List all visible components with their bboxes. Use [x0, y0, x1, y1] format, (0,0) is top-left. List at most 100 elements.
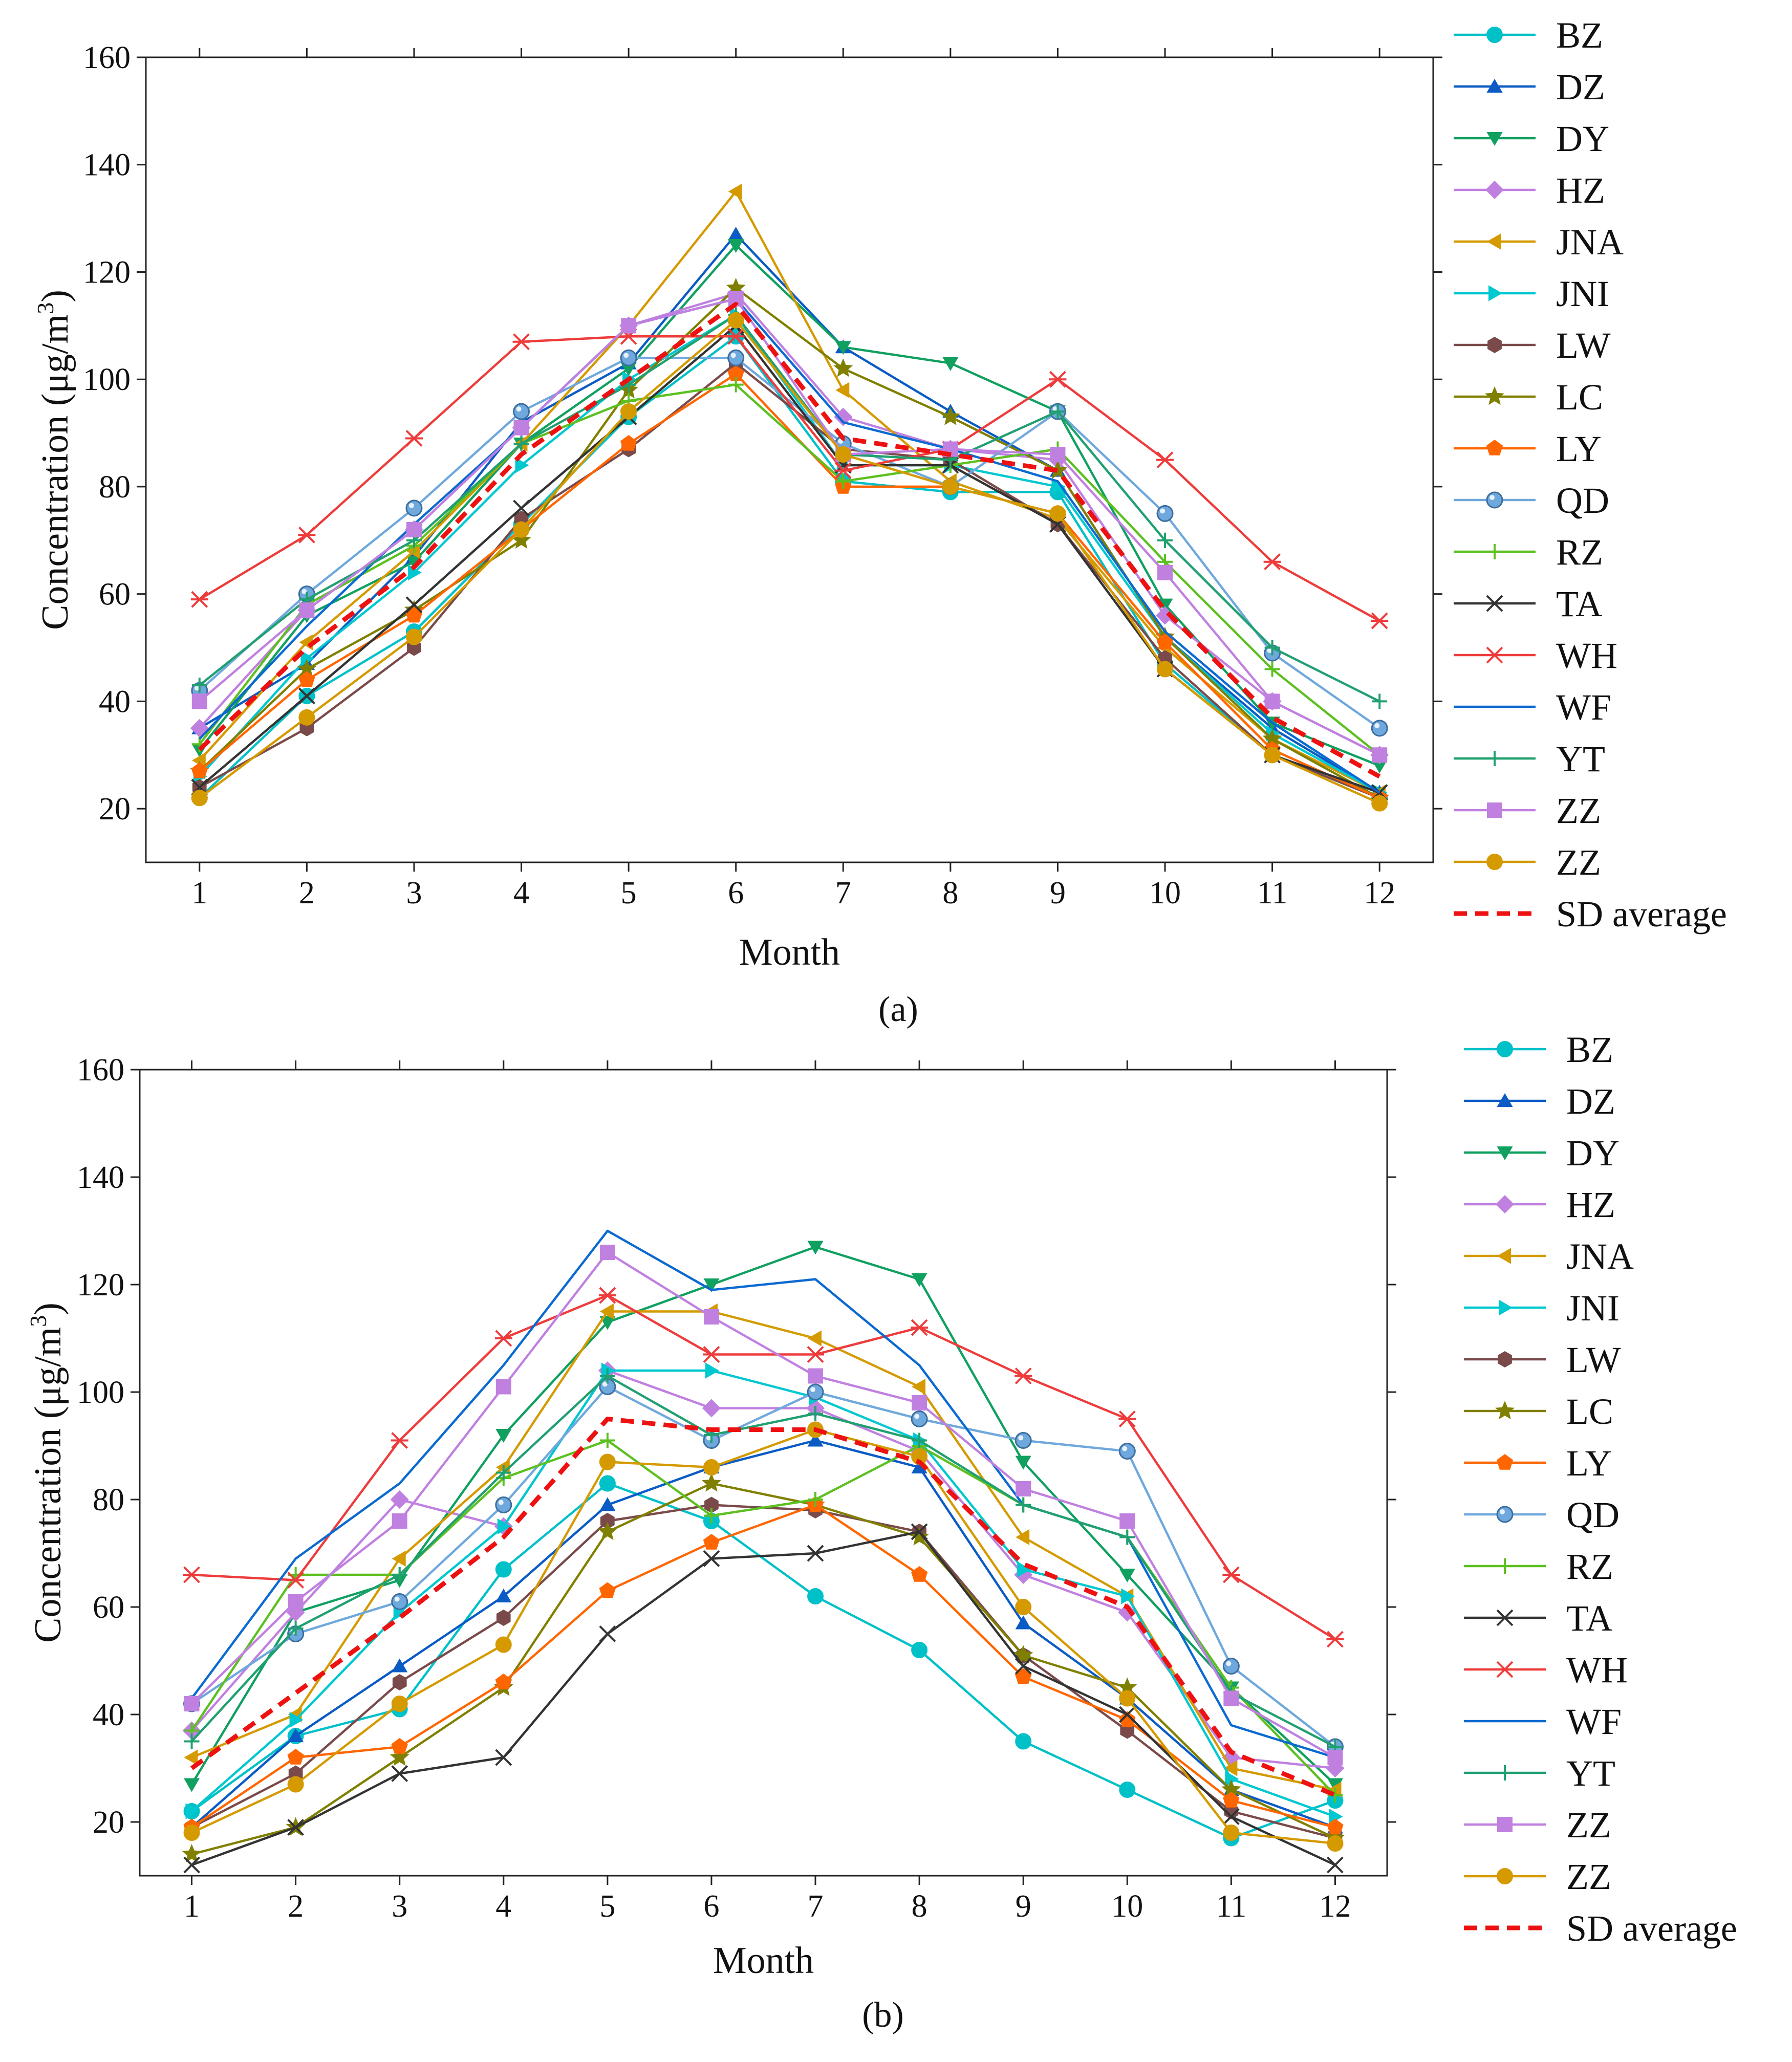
panel-a-point-zz-m1 [191, 790, 208, 807]
panel-a-point-dy-m7 [835, 341, 851, 355]
panel-b-point-jna-m5 [599, 1303, 614, 1320]
panel-b-point-qd-m3 [391, 1593, 408, 1610]
panel-a-point-qd-m12-highlight [1374, 723, 1380, 728]
panel-b-point-jni-m4 [497, 1518, 511, 1535]
panel-b-point-yt-m4 [495, 1465, 511, 1481]
panel-b-legend-label: DZ [1566, 1081, 1615, 1122]
panel-a-point-wh-m9 [1049, 371, 1067, 388]
panel-a-point-qd-m6 [727, 349, 745, 366]
panel-b-point-dy-m5 [599, 1316, 616, 1330]
panel-b-series-line-jni [191, 1369, 1336, 1818]
panel-a-point-zz-m10 [1157, 661, 1174, 678]
panel-a-legend-label: QD [1556, 480, 1609, 521]
panel-b-point-wh-m1 [183, 1566, 201, 1583]
panel-b-point-qd-m10-highlight [1122, 1446, 1128, 1451]
panel-b-point-zz-m8 [912, 1395, 927, 1410]
panel-b-point-qd-m8-highlight [914, 1414, 920, 1419]
panel-a-point-qd-m11-highlight [1267, 648, 1272, 654]
panel-b-point-zz-m4 [495, 1636, 512, 1653]
panel-a-series-line-hz [199, 292, 1380, 756]
panel-b-point-qd-m3-highlight [394, 1596, 400, 1602]
panel-a-x-tick-label: 12 [1364, 876, 1395, 910]
panel-a-series-line-dy [199, 244, 1380, 767]
panel-a-point-qd-m9-highlight [1052, 406, 1058, 412]
panel-a-series-line-yt [199, 314, 1380, 703]
panel-a-series-line-sd-average [198, 301, 1381, 779]
panel-b-legend-label: JNA [1566, 1236, 1634, 1277]
panel-a-series-line-wh [199, 335, 1380, 622]
panel-b-point-lc-m11 [1221, 1779, 1241, 1798]
panel-a-point-qd-m1-highlight [194, 685, 200, 691]
panel-b-point-rz-m5 [599, 1432, 615, 1448]
panel-b-x-tick-label: 4 [495, 1889, 511, 1924]
panel-b-point-qd-m11 [1222, 1658, 1240, 1675]
panel-a-point-qd-m6-highlight [730, 353, 736, 358]
panel-a-point-wh-m4 [512, 333, 530, 351]
panel-b-point-wh-m4 [494, 1330, 512, 1347]
panel-b-point-zz-m6 [703, 1309, 719, 1325]
panel-b-y-tick-label: 160 [77, 1053, 124, 1088]
panel-b-series-group [182, 1229, 1345, 1874]
panel-a-point-qd-m10-highlight [1160, 508, 1165, 514]
panel-b-point-ly-m12 [1327, 1818, 1344, 1835]
panel-b-point-dy-m10 [1119, 1569, 1135, 1582]
panel-a-point-qd-m3-highlight [408, 503, 414, 508]
panel-a-point-zz-m6 [727, 312, 744, 329]
panel-a-x-tick-label: 1 [191, 876, 207, 910]
panel-b-point-zz-m3 [392, 1513, 407, 1529]
panel-a-legend-label: BZ [1556, 15, 1603, 56]
panel-b-point-qd-m6-highlight [706, 1435, 711, 1441]
panel-b-y-tick-label: 100 [77, 1375, 124, 1410]
panel-b-legend-label: SD average [1566, 1908, 1737, 1949]
panel-a-x-axis-title: Month [739, 931, 840, 973]
panel-b-legend-label: HZ [1566, 1184, 1615, 1225]
panel-a-point-zz-m4 [513, 420, 529, 436]
panel-a-point-yt-m9 [1050, 404, 1066, 420]
panel-b-point-wh-m8 [911, 1319, 929, 1336]
panel-b-point-ly-m10 [1119, 1711, 1136, 1727]
panel-a-point-yt-m4 [513, 436, 529, 452]
panel-b-point-zz-m11 [1223, 1825, 1240, 1841]
panel-b-series-line-sd-average [190, 1417, 1336, 1797]
panel-a-point-jni-m4 [515, 457, 529, 473]
panel-a-point-qd-m12 [1371, 720, 1388, 737]
panel-b-point-qd-m8 [911, 1410, 928, 1427]
panel-b-point-ta-m11 [1222, 1808, 1240, 1825]
panel-b-point-ta-m3 [391, 1765, 408, 1782]
panel-a-point-zz-m10 [1157, 565, 1173, 580]
panel-a-plot-frame [145, 56, 1434, 863]
panel-a-series-line-lc [199, 287, 1380, 799]
panel-b-point-wh-m5 [598, 1287, 616, 1304]
panel-b-y-tick-label: 140 [77, 1160, 124, 1195]
panel-a-point-qd-m4-highlight [516, 406, 522, 412]
panel-a-point-zz-m9 [1049, 505, 1066, 522]
panel-b-point-wh-m10 [1118, 1410, 1136, 1427]
panel-b-point-dy-m6 [703, 1278, 720, 1292]
panel-a-point-zz-m4 [513, 521, 530, 538]
panel-a-legend-label: DY [1556, 118, 1609, 159]
panel-b-series-line-wh [191, 1294, 1336, 1640]
panel-b-point-yt-m3 [392, 1567, 407, 1582]
panel-b-x-axis-title: Month [713, 1940, 814, 1982]
panel-b-point-dy-m4 [495, 1429, 512, 1443]
panel-a-point-wh-m1 [190, 591, 208, 608]
panel-b-point-zz-m2 [288, 1594, 304, 1610]
panel-b-y-tick-label: 120 [77, 1268, 124, 1303]
panel-b-x-tick-label: 12 [1319, 1889, 1351, 1924]
panel-b-point-qd-m7 [807, 1383, 824, 1401]
panel-a-y-tick-label: 140 [83, 148, 131, 183]
panel-b-x-tick-label: 8 [912, 1889, 927, 1924]
panel-b-point-lc-m1 [182, 1844, 202, 1863]
panel-b-legend-marker-8 [1496, 1454, 1514, 1470]
panel-b-point-zz-m1 [183, 1825, 200, 1841]
panel-a-series-line-ly [199, 373, 1380, 799]
panel-a-legend-label: ZZ [1556, 790, 1601, 831]
panel-b-series-line-ta [191, 1530, 1336, 1866]
panel-b-point-jni-m6 [705, 1362, 719, 1379]
panel-a-x-tick-label: 7 [835, 876, 851, 910]
panel-b-legend-marker-6 [1498, 1351, 1512, 1368]
panel-b-point-lc-m5 [597, 1522, 617, 1540]
panel-a-point-ta-m4 [513, 500, 530, 517]
panel-b-label: (b) [862, 1995, 904, 2035]
